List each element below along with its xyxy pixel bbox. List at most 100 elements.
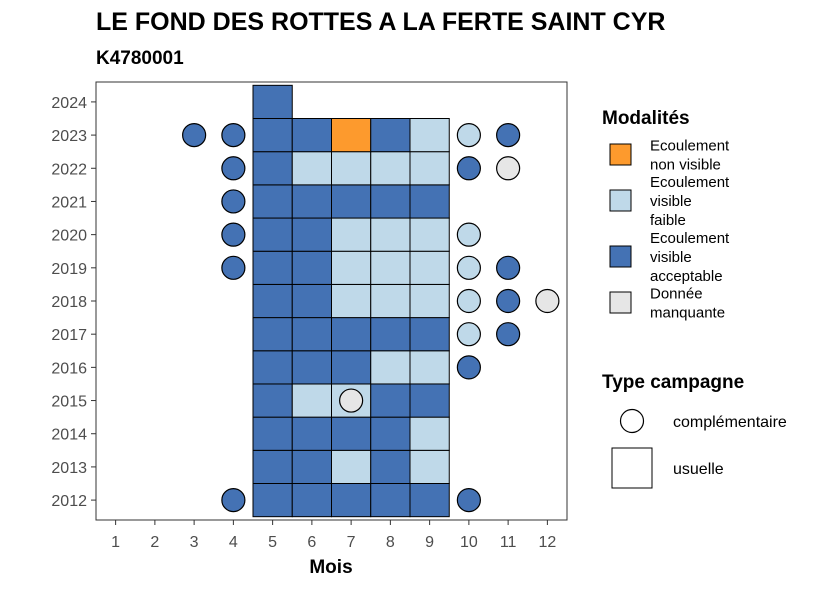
- complementaire-point: [456, 156, 481, 181]
- usuelle-cell: [331, 449, 372, 484]
- usuelle-cell: [370, 483, 411, 518]
- usuelle-cell: [291, 350, 332, 385]
- complementaire-point: [496, 156, 521, 181]
- y-tick-label: 2013: [51, 460, 87, 477]
- legend-campagne: Type campagne complémentaire usuelle: [602, 372, 787, 489]
- usuelle-cell: [252, 416, 293, 451]
- x-tick-label: 1: [111, 534, 120, 551]
- complementaire-point: [456, 487, 481, 513]
- y-tick-label: 2012: [51, 493, 87, 510]
- usuelle-cell: [291, 217, 332, 252]
- x-tick-label: 10: [460, 534, 478, 551]
- y-tick-label: 2015: [51, 394, 87, 411]
- x-tick-label: 12: [538, 534, 556, 551]
- y-tick-label: 2018: [51, 294, 87, 311]
- x-tick-label: 11: [500, 534, 517, 551]
- usuelle-cell: [291, 151, 332, 186]
- y-tick-label: 2017: [51, 327, 87, 344]
- complementaire-point: [221, 487, 246, 513]
- y-tick-label: 2019: [51, 261, 87, 278]
- usuelle-cell: [370, 449, 411, 484]
- usuelle-cell: [409, 118, 450, 153]
- legend-swatch: [609, 245, 632, 268]
- x-tick-label: 4: [229, 534, 238, 551]
- usuelle-cell: [252, 350, 293, 385]
- usuelle-cell: [331, 151, 372, 186]
- complementaire-point: [456, 255, 481, 280]
- complementaire-point: [221, 156, 246, 181]
- usuelle-cell: [409, 350, 450, 385]
- usuelle-cell: [252, 449, 293, 484]
- y-tick-label: 2014: [51, 427, 87, 444]
- legend-label: Ecoulement: [650, 174, 730, 191]
- usuelle-cell: [370, 118, 411, 153]
- complementaire-point: [456, 322, 481, 347]
- usuelle-cell: [370, 350, 411, 385]
- usuelle-cell: [252, 118, 293, 153]
- chart-title: LE FOND DES ROTTES A LA FERTE SAINT CYR: [96, 8, 665, 36]
- legend-swatch: [609, 189, 632, 212]
- usuelle-cell: [252, 283, 293, 319]
- usuelle-cell: [331, 118, 372, 153]
- complementaire-point: [496, 288, 521, 314]
- legend-label: Ecoulement: [650, 138, 730, 155]
- usuelle-cell: [291, 250, 332, 285]
- legend-square-symbol: [611, 447, 653, 489]
- complementaire-point: [496, 322, 521, 347]
- usuelle-cell: [252, 317, 293, 352]
- y-tick-label: 2020: [51, 228, 87, 245]
- usuelle-cell: [370, 283, 411, 319]
- complementaire-point: [221, 122, 246, 148]
- usuelle-cell: [291, 283, 332, 319]
- usuelle-cell: [291, 118, 332, 153]
- complementaire-point: [456, 355, 481, 380]
- usuelle-cell: [370, 317, 411, 352]
- x-tick-label: 8: [386, 534, 395, 551]
- x-axis: 1 2 3 4 5 6 7 8 9 10 11 12: [111, 520, 556, 551]
- x-tick-label: 3: [190, 534, 199, 551]
- usuelle-cell: [252, 151, 293, 186]
- chart-subtitle: K4780001: [96, 48, 184, 69]
- x-axis-title: Mois: [309, 557, 352, 578]
- complementaire-point: [456, 122, 481, 148]
- usuelle-cell: [331, 483, 372, 518]
- complementaire-point: [496, 122, 521, 148]
- usuelle-cell: [252, 217, 293, 252]
- legend-circle-symbol: [619, 408, 645, 434]
- x-tick-label: 7: [347, 534, 356, 551]
- usuelle-cell: [409, 483, 450, 518]
- y-tick-label: 2022: [51, 161, 87, 178]
- usuelle-cell: [291, 383, 332, 418]
- legend-label: complémentaire: [673, 414, 787, 431]
- usuelle-cell: [409, 383, 450, 418]
- usuelle-cell: [370, 416, 411, 451]
- legend-label: Donnée: [650, 286, 703, 303]
- usuelle-cell: [252, 483, 293, 518]
- legend-label: visible: [650, 249, 692, 266]
- y-tick-label: 2023: [51, 128, 87, 145]
- legend-label: acceptable: [650, 268, 723, 285]
- complementaire-point: [496, 255, 521, 280]
- complementaire-point: [182, 122, 207, 148]
- usuelle-cell: [370, 217, 411, 252]
- legend-swatch: [609, 143, 632, 166]
- usuelle-cell: [370, 151, 411, 186]
- legend-label: visible: [650, 193, 692, 210]
- legend-label: Ecoulement: [650, 230, 730, 247]
- legend-modalites-title: Modalités: [602, 108, 690, 129]
- usuelle-cell: [409, 217, 450, 252]
- usuelle-cell: [252, 184, 293, 219]
- x-tick-label: 6: [307, 534, 316, 551]
- x-tick-label: 5: [268, 534, 277, 551]
- y-tick-label: 2024: [51, 95, 87, 112]
- usuelle-cell: [409, 283, 450, 319]
- usuelle-cells: [252, 84, 450, 518]
- complementaire-point: [535, 288, 560, 314]
- usuelle-cell: [291, 317, 332, 352]
- usuelle-cell: [409, 449, 450, 484]
- usuelle-cell: [291, 483, 332, 518]
- usuelle-cell: [370, 383, 411, 418]
- usuelle-cell: [409, 184, 450, 219]
- usuelle-cell: [291, 184, 332, 219]
- complementaire-points: [182, 122, 560, 513]
